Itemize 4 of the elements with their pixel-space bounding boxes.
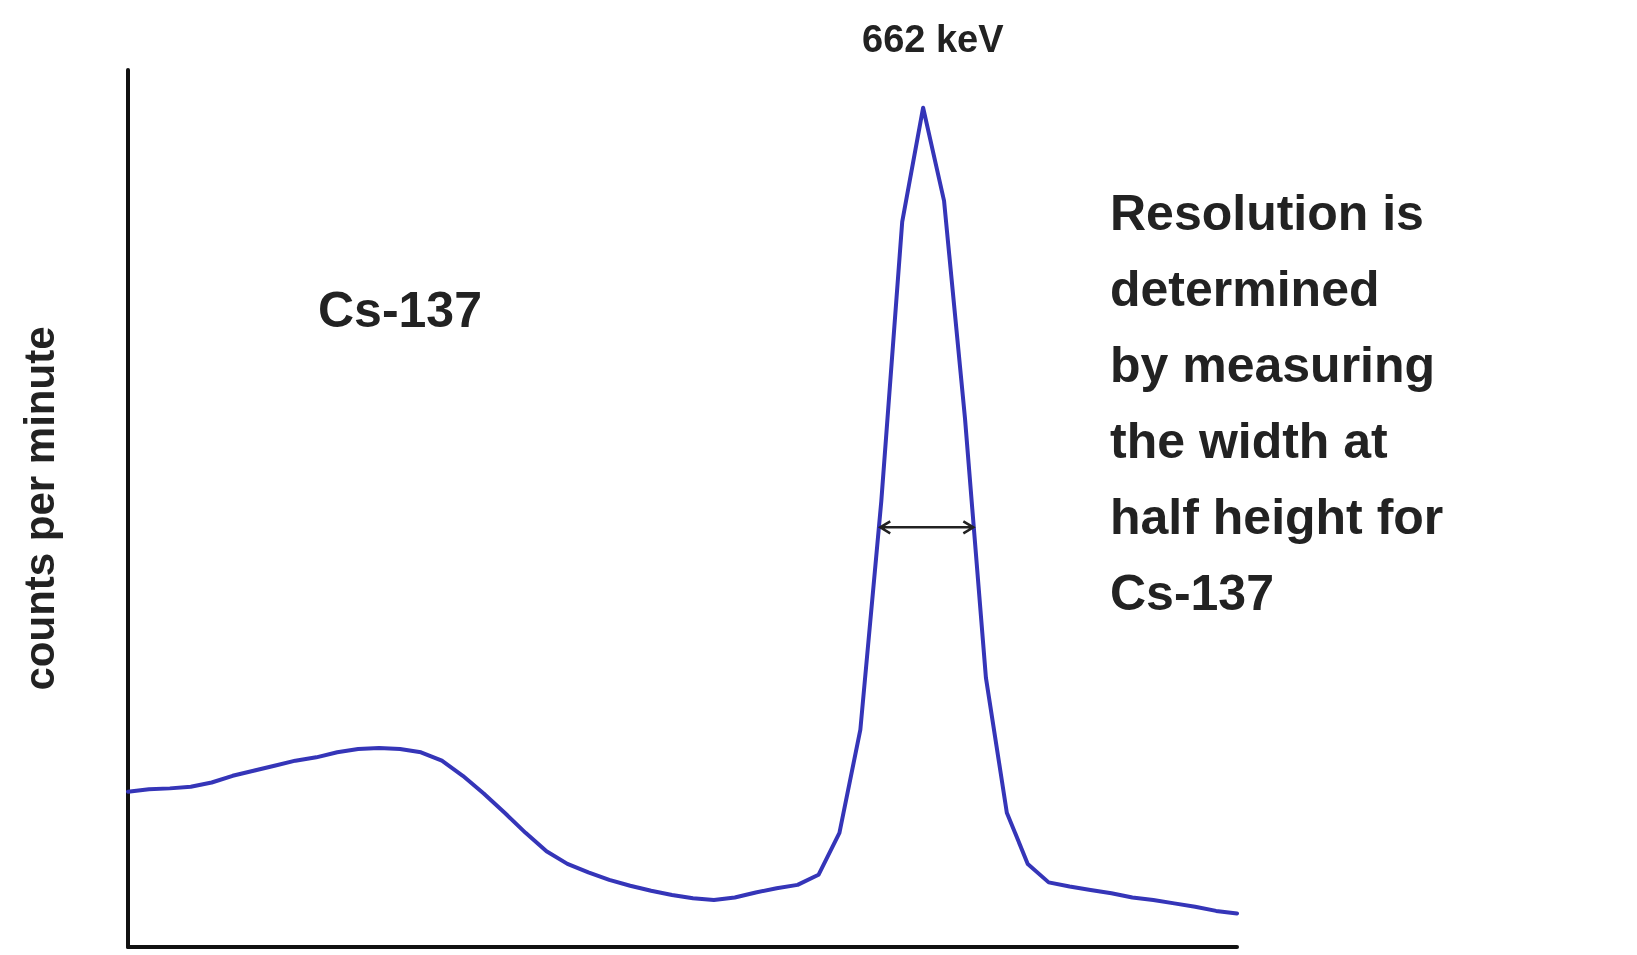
y-axis-title: counts per minute [15, 326, 63, 691]
annotation: Cs-137 [318, 282, 482, 338]
text: 662 keV [862, 17, 1005, 60]
annotation: Resolution is determined by measuring the width at half height for Cs-137 [1110, 185, 1444, 621]
